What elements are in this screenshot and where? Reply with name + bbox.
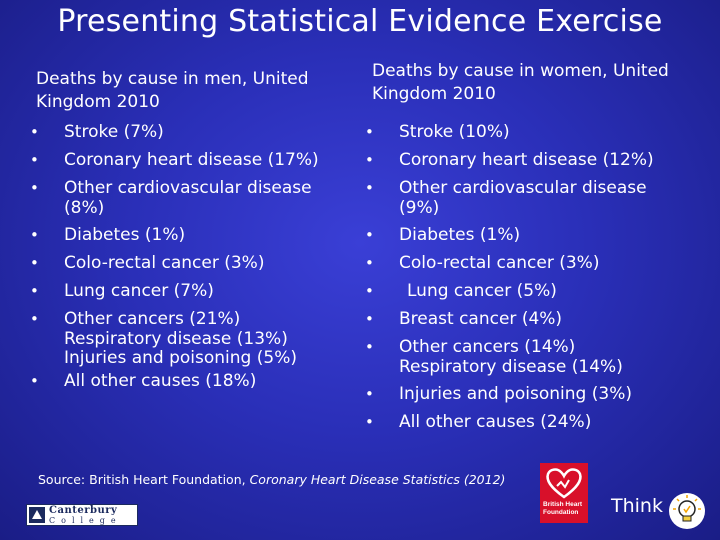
canterbury-college-logo: Canterbury College [26, 504, 138, 526]
list-item: Stroke (7%) [30, 120, 360, 144]
list-item: All other causes (24%) [365, 410, 710, 434]
list-item: Other cancers (21%) [30, 307, 360, 331]
think-label: Think [611, 495, 663, 517]
list-item-continuation: Respiratory disease (14%) [399, 357, 623, 377]
list-item-continuation: Respiratory disease (13%) [64, 329, 288, 349]
women-causes-list: Stroke (10%) Coronary heart disease (12%… [365, 120, 710, 434]
list-item: Coronary heart disease (17%) [30, 148, 360, 172]
bhf-line1: British Heart [543, 501, 583, 508]
source-citation: Source: British Heart Foundation, Corona… [38, 472, 505, 487]
list-item: Other cancers (14%) [365, 335, 710, 359]
list-item: Stroke (10%) [365, 120, 710, 144]
slide-title: Presenting Statistical Evidence Exercise [57, 4, 663, 39]
think-lightbulb-icon [669, 493, 705, 529]
list-item-continuation: Injuries and poisoning (5%) [64, 348, 297, 368]
men-causes-list: Stroke (7%) Coronary heart disease (17%)… [30, 120, 360, 393]
source-prefix: Source: British Heart Foundation, [38, 472, 250, 487]
list-item: Injuries and poisoning (3%) [365, 382, 710, 406]
list-item: Colo-rectal cancer (3%) [30, 251, 360, 275]
college-name: Canterbury [49, 505, 118, 516]
bhf-logo: British Heart Foundation [540, 463, 588, 523]
college-crest-icon [29, 507, 45, 523]
women-heading: Deaths by cause in women, United Kingdom… [372, 61, 669, 104]
list-item: Other cardiovascular disease [30, 176, 360, 200]
college-word: College [49, 516, 122, 525]
list-item: Lung cancer (7%) [30, 279, 360, 303]
list-item: Diabetes (1%) [365, 223, 710, 247]
list-item: Breast cancer (4%) [365, 307, 710, 331]
heart-icon [546, 468, 582, 499]
list-item-continuation: (9%) [399, 198, 440, 218]
men-heading: Deaths by cause in men, United Kingdom 2… [36, 69, 309, 112]
list-item: Diabetes (1%) [30, 223, 360, 247]
list-item: Other cardiovascular disease [365, 176, 710, 200]
list-item: All other causes (18%) [30, 369, 360, 393]
list-item-continuation: (8%) [64, 198, 105, 218]
source-publication: Coronary Heart Disease Statistics (2012) [249, 472, 506, 487]
bhf-line2: Foundation [543, 509, 579, 516]
list-item: Coronary heart disease (12%) [365, 148, 710, 172]
list-item: Lung cancer (5%) [365, 279, 710, 303]
list-item: Colo-rectal cancer (3%) [365, 251, 710, 275]
